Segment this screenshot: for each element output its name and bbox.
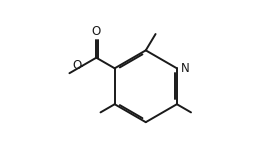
Text: O: O xyxy=(92,25,101,38)
Text: N: N xyxy=(180,62,189,75)
Text: O: O xyxy=(72,59,81,72)
